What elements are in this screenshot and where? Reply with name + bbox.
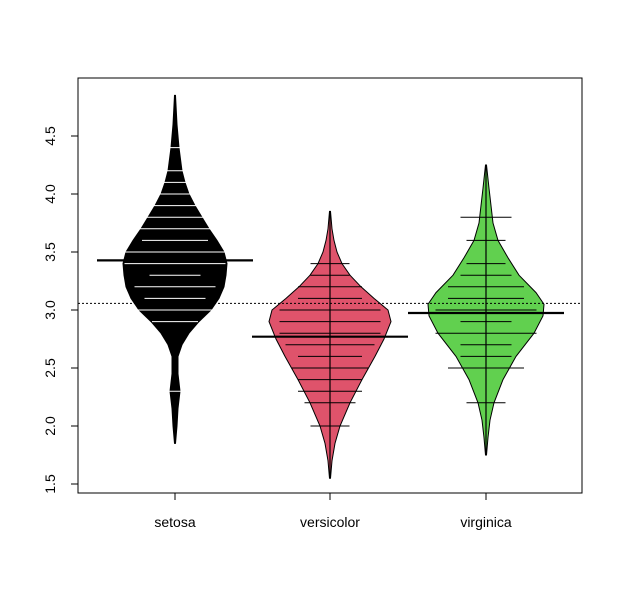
x-tick-label-setosa: setosa <box>154 514 195 530</box>
x-axis: setosa versicolor virginica <box>154 493 512 530</box>
y-tick-label: 3.5 <box>42 242 58 262</box>
y-tick-label: 4.0 <box>42 184 58 204</box>
bean-virginica <box>408 164 564 456</box>
y-tick-label: 2.5 <box>42 358 58 378</box>
y-tick-label: 4.5 <box>42 126 58 146</box>
y-axis: 1.5 2.0 2.5 3.0 3.5 4.0 4.5 <box>42 126 79 494</box>
x-tick-label-virginica: virginica <box>460 514 512 530</box>
y-tick-label: 2.0 <box>42 416 58 436</box>
y-tick-label: 3.0 <box>42 300 58 320</box>
beans-layer <box>97 94 564 479</box>
bean-setosa <box>97 94 253 444</box>
x-tick-label-versicolor: versicolor <box>300 514 360 530</box>
bean-versicolor <box>252 210 408 479</box>
y-tick-label: 1.5 <box>42 474 58 494</box>
